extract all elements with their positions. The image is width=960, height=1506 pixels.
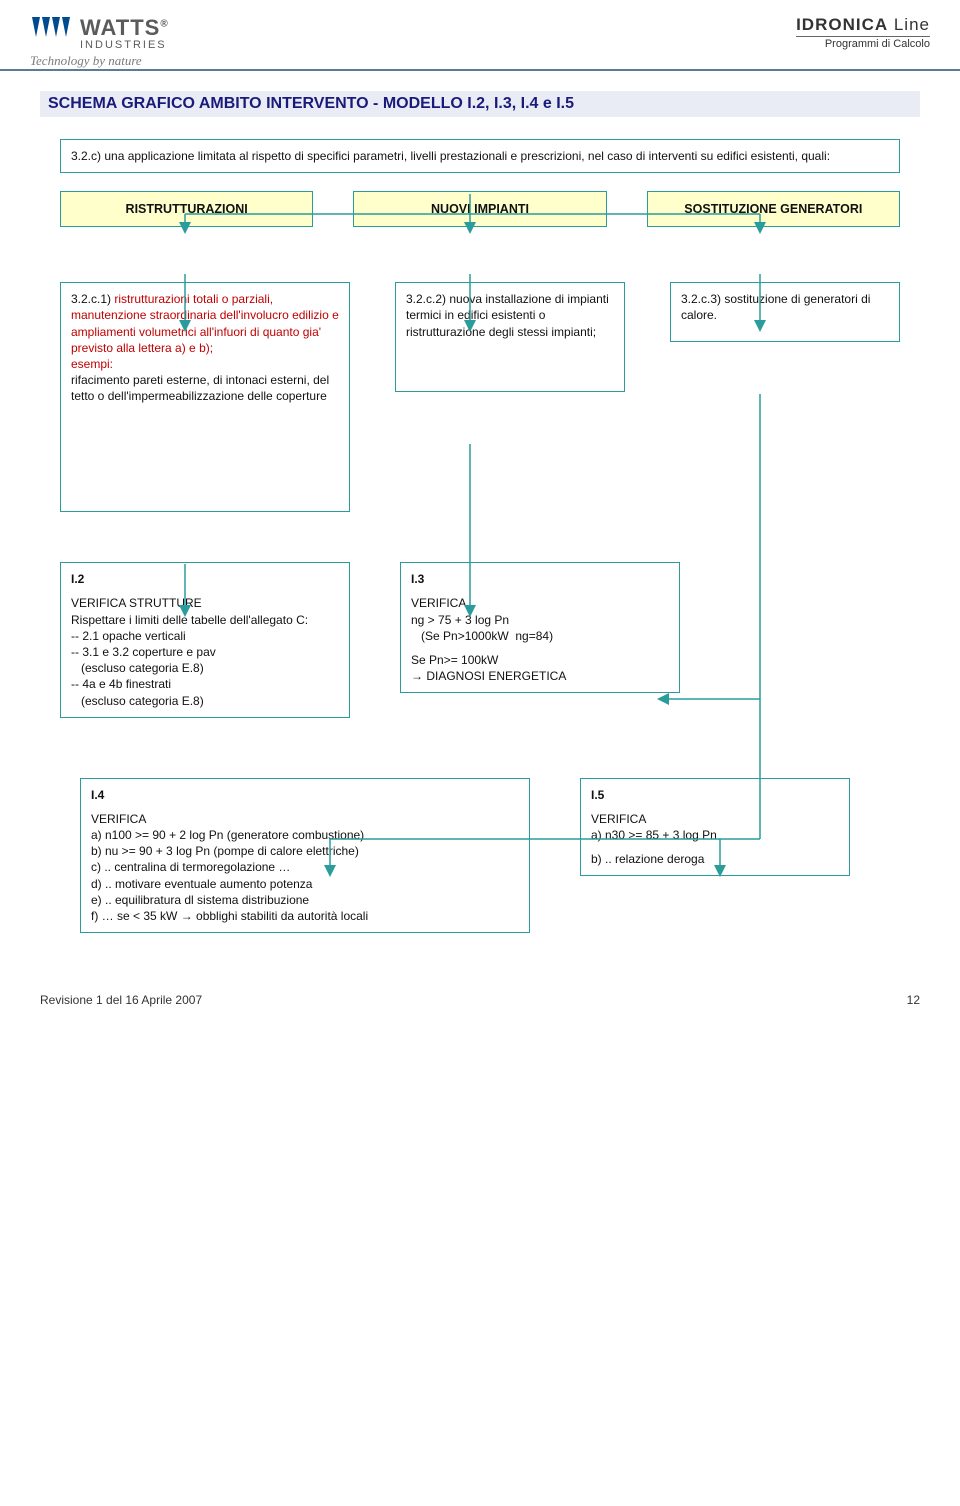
box-i3: I.3 VERIFICA ng > 75 + 3 log Pn (Se Pn>1… [400,562,680,693]
i2-label: I.2 [71,571,339,587]
i3-l1: ng > 75 + 3 log Pn [411,612,669,628]
box-i2: I.2 VERIFICA STRUTTURE Rispettare i limi… [60,562,350,718]
logo-subtext: INDUSTRIES [80,39,169,51]
row-low: I.2 VERIFICA STRUTTURE Rispettare i limi… [60,562,900,718]
i3-l2: (Se Pn>1000kW ng=84) [411,628,669,644]
i2-l1: -- 2.1 opache verticali [71,628,339,644]
i4-b: b) nu >= 90 + 3 log Pn (pompe di calore … [91,843,519,859]
i4-label: I.4 [91,787,519,803]
i5-a: a) n30 >= 85 + 3 log Pn [591,827,839,843]
row-bottom: I.4 VERIFICA a) n100 >= 90 + 2 log Pn (g… [80,778,880,934]
intro-box: 3.2.c) una applicazione limitata al risp… [60,139,900,173]
i5-v: VERIFICA [591,811,839,827]
i4-a: a) n100 >= 90 + 2 log Pn (generatore com… [91,827,519,843]
i4-d: d) .. motivare eventuale aumento potenza [91,876,519,892]
b321-lead: 3.2.c.1) [71,292,114,306]
i2-body2: Rispettare i limiti delle tabelle dell'a… [71,612,339,628]
i3-label: I.3 [411,571,669,587]
i5-label: I.5 [591,787,839,803]
box-321: 3.2.c.1) ristrutturazioni totali o parzi… [60,282,350,512]
i2-l2b: (escluso categoria E.8) [71,660,339,676]
box-nuovi-impianti: NUOVI IMPIANTI [353,191,606,227]
brand-sub: Programmi di Calcolo [796,38,930,50]
i5-b: b) .. relazione deroga [591,851,839,867]
box-sostituzione: SOSTITUZIONE GENERATORI [647,191,900,227]
logo-text: WATTS® [80,15,169,41]
page-title: SCHEMA GRAFICO AMBITO INTERVENTO - MODEL… [40,91,920,117]
box-ristrutturazioni: RISTRUTTURAZIONI [60,191,313,227]
box-322: 3.2.c.2) nuova installazione di impianti… [395,282,625,392]
row-top: RISTRUTTURAZIONI NUOVI IMPIANTI SOSTITUZ… [60,191,900,227]
i2-l3b: (escluso categoria E.8) [71,693,339,709]
brand-block: IDRONICA Line Programmi di Calcolo [796,15,930,50]
page-header: WATTS® INDUSTRIES Technology by nature I… [0,0,960,71]
brand-main: IDRONICA Line [796,15,930,37]
i4-c: c) .. centralina di termoregolazione … [91,859,519,875]
watts-logo-icon [30,15,74,41]
i4-e: e) .. equilibratura dl sistema distribuz… [91,892,519,908]
box-i5: I.5 VERIFICA a) n30 >= 85 + 3 log Pn b) … [580,778,850,877]
b321-esempi: esempi: [71,357,113,371]
i2-body1: VERIFICA STRUTTURE [71,595,339,611]
footer-left: Revisione 1 del 16 Aprile 2007 [40,993,202,1007]
i4-v: VERIFICA [91,811,519,827]
i2-l2: -- 3.1 e 3.2 coperture e pav [71,644,339,660]
i3-v: VERIFICA [411,595,669,611]
footer-right: 12 [907,993,920,1007]
i4-f: f) … se < 35 kW → obblighi stabiliti da … [91,908,519,924]
intro-text: 3.2.c) una applicazione limitata al risp… [71,149,830,163]
box-323: 3.2.c.3) sostituzione di generatori di c… [670,282,900,342]
i3-l4: → DIAGNOSI ENERGETICA [411,668,669,684]
logo-tagline: Technology by nature [30,53,169,69]
i3-l3: Se Pn>= 100kW [411,652,669,668]
logo-block: WATTS® INDUSTRIES Technology by nature [30,15,169,69]
i2-l3: -- 4a e 4b finestrati [71,676,339,692]
row-mid: 3.2.c.1) ristrutturazioni totali o parzi… [60,282,900,512]
b321-tail: rifacimento pareti esterne, di intonaci … [71,373,329,403]
box-i4: I.4 VERIFICA a) n100 >= 90 + 2 log Pn (g… [80,778,530,934]
page-footer: Revisione 1 del 16 Aprile 2007 12 [0,963,960,1027]
